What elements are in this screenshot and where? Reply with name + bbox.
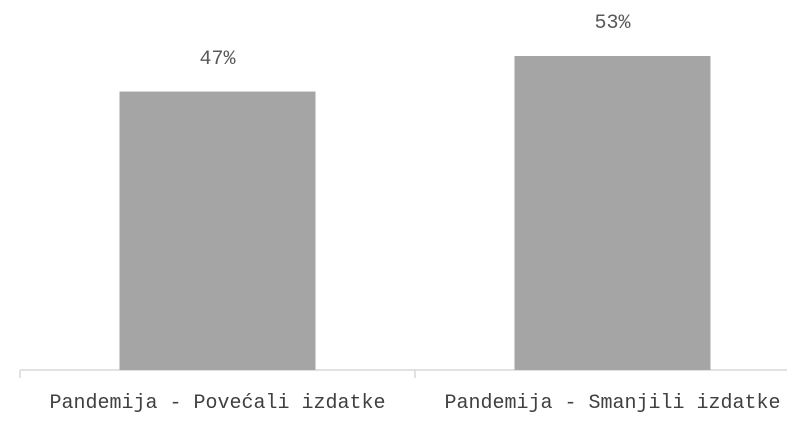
data-label: 47% bbox=[199, 47, 236, 71]
x-tick-label: Pandemija - Povećali izdatke bbox=[49, 392, 386, 415]
x-tick-label: Pandemija - Smanjili izdatke bbox=[444, 392, 781, 415]
bar bbox=[119, 91, 316, 370]
bar bbox=[514, 56, 711, 370]
data-label: 53% bbox=[594, 12, 631, 35]
